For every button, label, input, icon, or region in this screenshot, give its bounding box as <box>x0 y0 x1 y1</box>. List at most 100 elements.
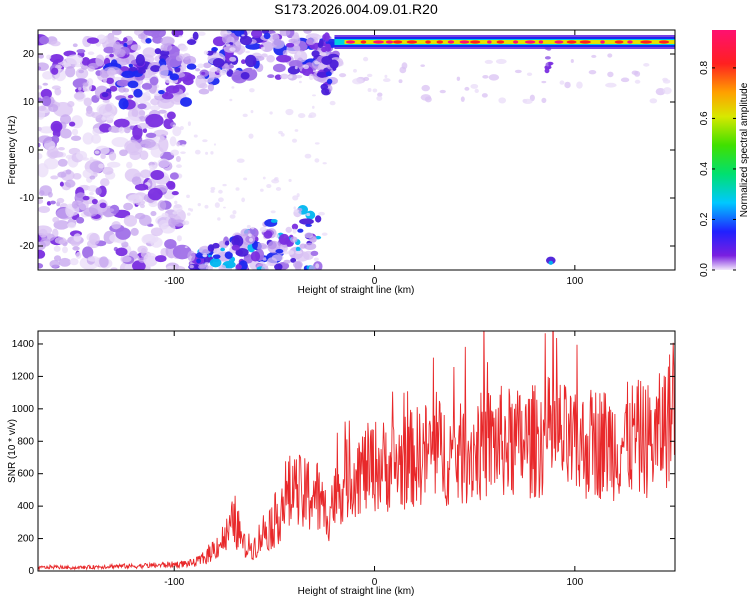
colorbar-ticks: 0.0 0.2 0.4 0.6 0.8 <box>699 61 736 277</box>
heatmap-cell <box>282 49 288 56</box>
heatmap-cell <box>38 225 53 236</box>
heatmap-cell <box>251 30 263 39</box>
heatmap-cell <box>321 55 333 65</box>
heatmap-cell <box>207 244 215 252</box>
heatmap-cell <box>210 151 214 155</box>
heatmap-cell <box>474 88 479 94</box>
signal-peak <box>459 40 470 44</box>
heatmap-y-axis: -20 -10 0 10 20 <box>20 49 675 252</box>
heatmap-cell <box>142 128 148 134</box>
heatmap-cell <box>116 79 130 87</box>
heatmap-cell <box>649 98 658 104</box>
heatmap-cell <box>67 100 75 108</box>
heatmap-cell <box>56 197 65 204</box>
heatmap-cell <box>175 55 183 62</box>
heatmap-cell <box>292 195 299 201</box>
heatmap-cell <box>548 260 554 265</box>
heatmap-cell <box>304 153 312 159</box>
heatmap-cell <box>66 54 83 65</box>
heatmap-cell <box>203 62 212 69</box>
heatmap-cell <box>157 200 167 211</box>
heatmap-cell <box>161 92 174 100</box>
heatmap-cell <box>377 92 383 97</box>
signal-peak <box>614 40 624 44</box>
heatmap-cell <box>326 78 333 85</box>
heatmap-cell <box>260 46 265 51</box>
heatmap-cell <box>263 32 271 40</box>
heatmap-cell <box>544 68 550 74</box>
heatmap-cell <box>142 47 157 58</box>
heatmap-cell <box>495 58 507 64</box>
heatmap-cell <box>153 129 169 137</box>
heatmap-cell <box>126 161 133 169</box>
heatmap-cell <box>323 32 330 42</box>
heatmap-cell <box>276 54 292 63</box>
heatmap-cell <box>231 235 244 248</box>
heatmap-cell <box>53 245 61 252</box>
heatmap-cell <box>306 212 311 217</box>
heatmap-cell <box>75 251 82 259</box>
heatmap-cell <box>180 151 186 154</box>
heatmap-cell <box>51 67 59 75</box>
heatmap-cell <box>85 110 95 117</box>
heatmap-cell <box>229 214 236 219</box>
heatmap-cell <box>149 164 158 170</box>
heatmap-cell <box>591 54 597 58</box>
heatmap-cell <box>218 264 227 270</box>
signal-peak <box>385 40 394 44</box>
heatmap-cell <box>315 263 320 269</box>
heatmap-cell <box>242 113 248 118</box>
heatmap-cell <box>99 178 110 187</box>
heatmap-cell <box>146 178 157 191</box>
heatmap-cell <box>171 191 179 196</box>
heatmap-cell <box>225 43 231 47</box>
heatmap-cell <box>123 37 128 43</box>
heatmap-cell <box>275 249 284 254</box>
heatmap-cell <box>655 87 666 96</box>
heatmap-cell <box>102 112 115 121</box>
heatmap-cell <box>305 223 312 227</box>
heatmap-cell <box>91 198 98 205</box>
chart-title: S173.2026.004.09.01.R20 <box>274 1 438 17</box>
heatmap-cell <box>236 158 245 163</box>
heatmap-cell <box>297 113 306 119</box>
heatmap-cell <box>38 108 46 120</box>
heatmap-cell <box>139 169 152 179</box>
heatmap-cell <box>246 224 251 229</box>
heatmap-cell <box>106 161 121 168</box>
heatmap-cell <box>118 86 126 93</box>
heatmap-cell <box>401 62 408 70</box>
heatmap-cell <box>183 55 197 66</box>
heatmap-cell <box>313 257 319 262</box>
x-tick-label: 100 <box>566 276 583 287</box>
heatmap-cell <box>607 71 614 78</box>
heatmap-cell <box>224 63 229 68</box>
heatmap-cell <box>67 222 76 229</box>
heatmap-cell <box>137 103 147 110</box>
heatmap-cell <box>211 47 218 52</box>
heatmap-cell <box>90 134 102 144</box>
heatmap-cell <box>57 158 68 167</box>
heatmap-cell <box>291 223 299 230</box>
heatmap-cell <box>72 246 80 251</box>
heatmap-cell <box>46 54 52 60</box>
heatmap-cell <box>149 105 161 111</box>
heatmap-cell <box>82 132 94 145</box>
heatmap-cell <box>77 87 82 91</box>
heatmap-cell <box>514 69 522 74</box>
heatmap-cell <box>662 87 672 95</box>
heatmap-cell <box>203 255 210 265</box>
heatmap-cell <box>40 88 52 99</box>
heatmap-cell <box>123 202 134 211</box>
heatmap-cell <box>548 62 552 66</box>
y-tick-label: 1200 <box>12 371 35 382</box>
heatmap-cells <box>38 30 675 270</box>
heatmap-cell <box>120 255 132 263</box>
heatmap-cell <box>481 93 488 98</box>
heatmap-cell <box>49 54 64 64</box>
heatmap-cell <box>150 30 161 34</box>
heatmap-cell <box>224 251 233 260</box>
heatmap-cell <box>150 169 165 181</box>
heatmap-cell <box>127 94 134 99</box>
heatmap-cell <box>195 68 201 72</box>
